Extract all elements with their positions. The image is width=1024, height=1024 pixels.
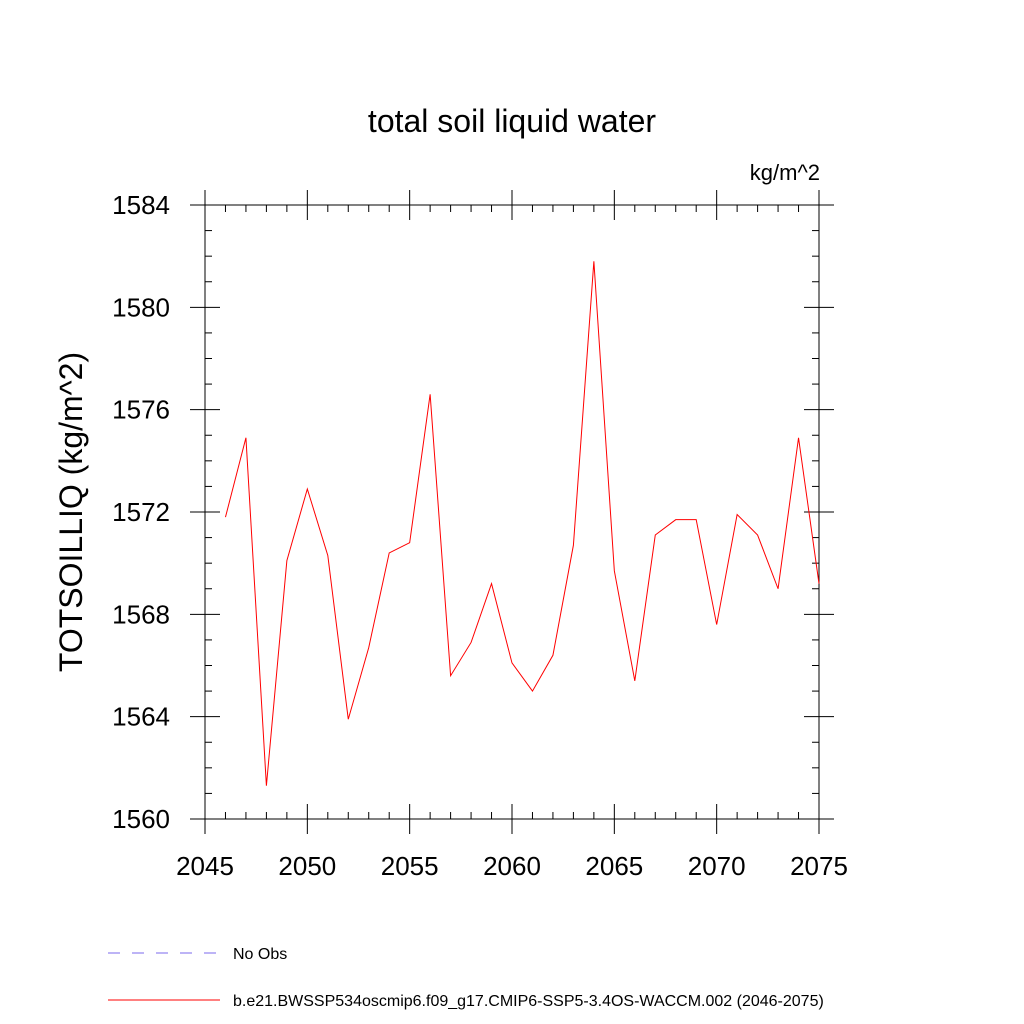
x-tick-label: 2075	[790, 851, 848, 881]
y-tick-labels: 1560 1564 1568 1572 1576 1580 1584	[112, 190, 170, 834]
y-tick-label: 1572	[112, 497, 170, 527]
x-tick-labels: 2045 2050 2055 2060 2065 2070 2075	[176, 851, 848, 881]
y-tick-label: 1560	[112, 804, 170, 834]
y-tick-label: 1580	[112, 292, 170, 322]
y-axis-label: TOTSOILLIQ (kg/m^2)	[53, 352, 89, 672]
major-ticks	[190, 190, 834, 834]
y-tick-label: 1568	[112, 599, 170, 629]
x-tick-label: 2045	[176, 851, 234, 881]
x-tick-label: 2050	[278, 851, 336, 881]
legend-label-model: b.e21.BWSSP534oscmip6.f09_g17.CMIP6-SSP5…	[233, 993, 824, 1010]
units-label: kg/m^2	[750, 160, 820, 185]
minor-ticks	[205, 205, 819, 819]
legend-label-no-obs: No Obs	[233, 946, 287, 963]
x-tick-label: 2060	[483, 851, 541, 881]
x-tick-label: 2070	[688, 851, 746, 881]
legend: No Obs b.e21.BWSSP534oscmip6.f09_g17.CMI…	[108, 946, 824, 1010]
series-line	[224, 261, 820, 786]
x-tick-label: 2065	[585, 851, 643, 881]
plot-frame	[204, 204, 820, 820]
chart-title: total soil liquid water	[368, 103, 656, 139]
y-tick-label: 1564	[112, 702, 170, 732]
series-layer	[224, 261, 820, 786]
x-tick-label: 2055	[381, 851, 439, 881]
y-tick-label: 1576	[112, 395, 170, 425]
y-tick-label: 1584	[112, 190, 170, 220]
